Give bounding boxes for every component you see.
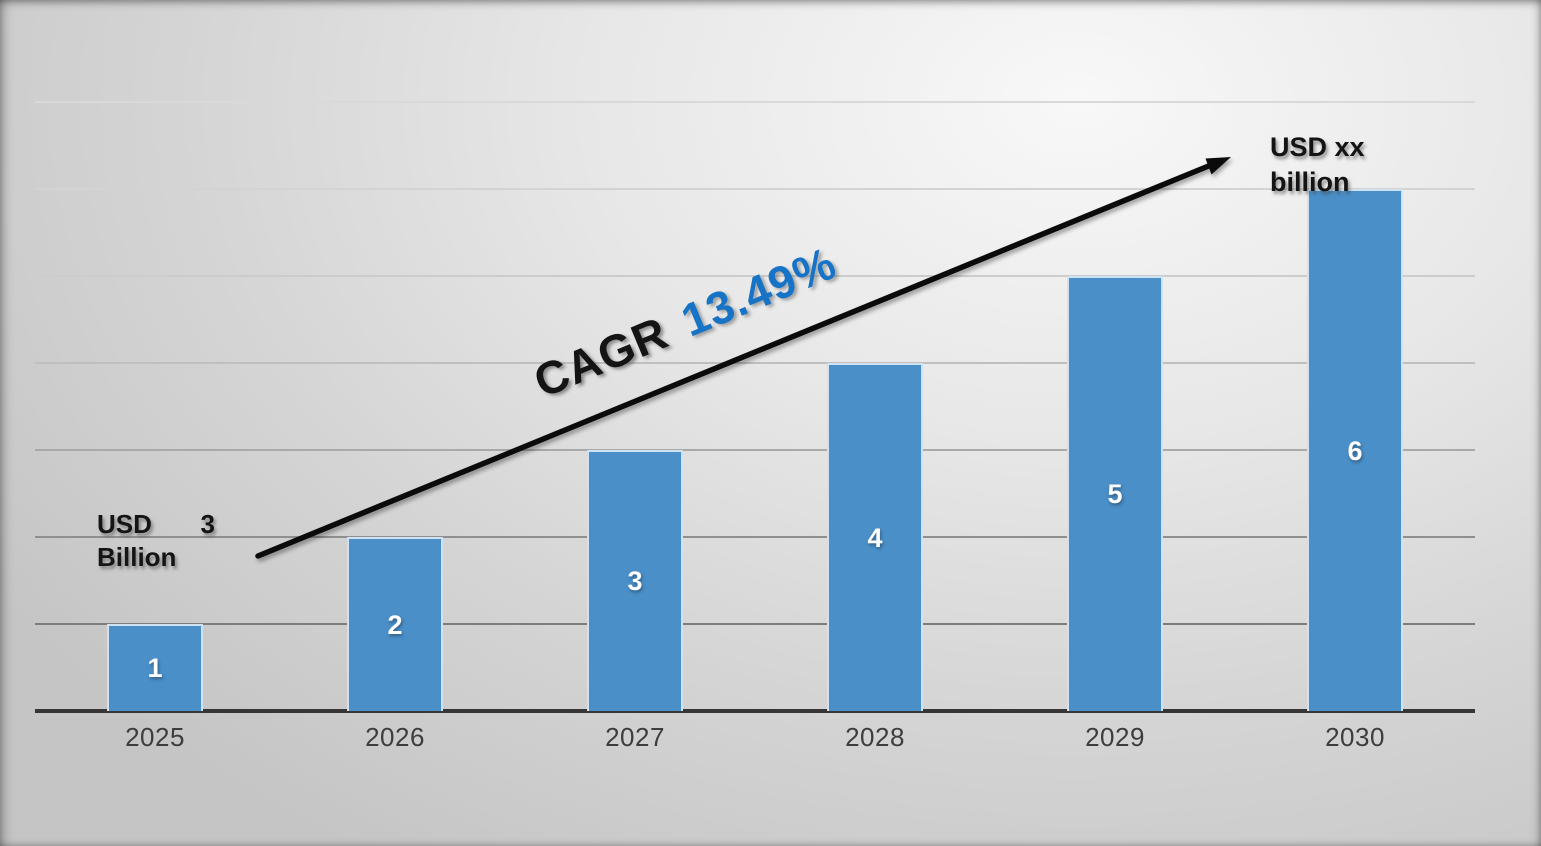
bar-value-label-2029: 5 (1107, 479, 1123, 509)
bar-value-label-2026: 2 (387, 609, 403, 640)
x-axis-label-2028: 2028 (845, 722, 905, 752)
bar-value-label-2030: 6 (1347, 435, 1363, 466)
x-axis-label-2027: 2027 (605, 722, 665, 752)
gridline-4 (35, 362, 1475, 364)
bar-value-label-2025: 1 (147, 653, 163, 683)
bar-2027: 3 (587, 450, 683, 711)
plot-area: 1 2 3 4 5 6 (35, 101, 1475, 713)
gridline-1 (35, 623, 1475, 625)
bar-2028: 4 (827, 363, 923, 711)
gridline-2 (35, 536, 1475, 538)
gridline-7 (35, 101, 1475, 103)
start-value-annotation: USD 3 Billion (97, 509, 215, 572)
bar-2030: 6 (1307, 189, 1403, 711)
gridline-6 (35, 188, 1475, 190)
x-axis-label-2030: 2030 (1325, 722, 1385, 752)
gridline-3 (35, 449, 1475, 451)
bar-2029: 5 (1067, 276, 1163, 711)
bar-2025: 1 (107, 624, 203, 711)
bar-value-label-2027: 3 (627, 566, 643, 596)
x-axis-label-2026: 2026 (365, 722, 425, 752)
x-axis-label-2025: 2025 (125, 722, 185, 752)
x-axis-labels: 2025 2026 2027 2028 2029 2030 (35, 722, 1475, 762)
bar-2026: 2 (347, 537, 443, 711)
x-axis-label-2029: 2029 (1085, 722, 1145, 752)
x-axis-line (35, 709, 1475, 713)
end-value-annotation: USD xx billion (1270, 132, 1365, 198)
bar-value-label-2028: 4 (867, 522, 883, 553)
